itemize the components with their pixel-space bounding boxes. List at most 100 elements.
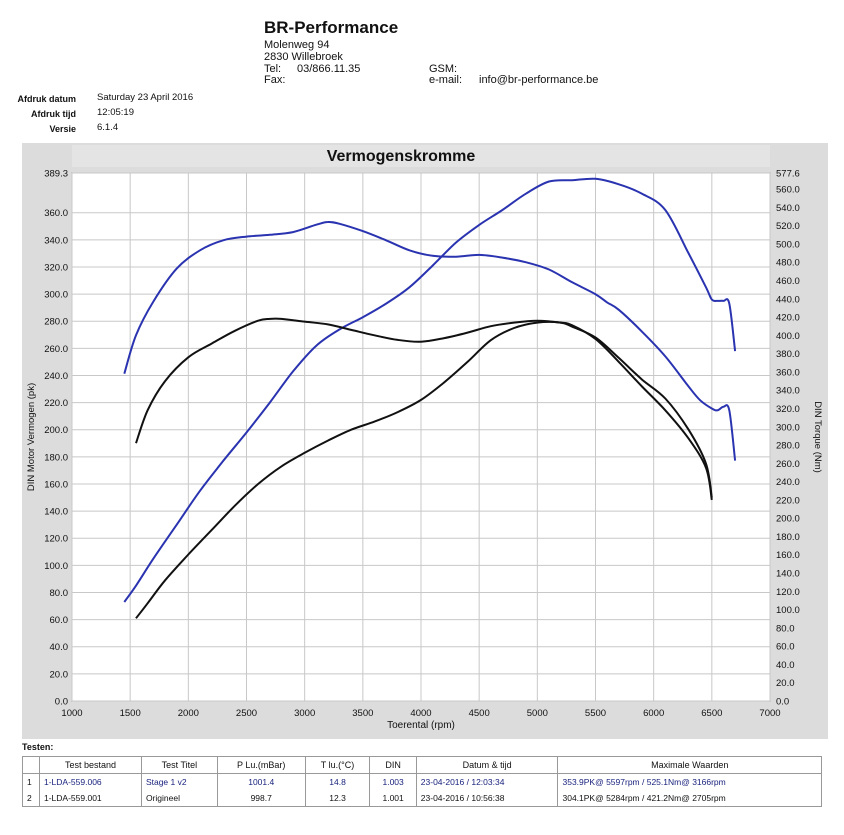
address-city: 2830 Willebroek — [264, 51, 343, 63]
col-max-values: Maximale Waarden — [557, 756, 822, 774]
row-title: Origineel — [141, 790, 218, 807]
series-torque-test-1 — [123, 220, 737, 461]
y2-tick-label: 380.0 — [776, 349, 800, 360]
y-tick-label: 60.0 — [50, 615, 69, 626]
col-temperature: T lu.(°C) — [305, 756, 371, 774]
y2-tick-label: 260.0 — [776, 459, 800, 470]
row-datetime: 23-04-2016 / 12:03:34 — [416, 773, 559, 790]
series-power-test-1 — [123, 177, 737, 603]
x-tick-label: 7000 — [759, 708, 780, 719]
y2-tick-label: 220.0 — [776, 495, 800, 506]
y-tick-label: 280.0 — [44, 317, 68, 328]
y-tick-label: 320.0 — [44, 262, 68, 273]
row-datetime: 23-04-2016 / 10:56:38 — [416, 790, 559, 807]
y2-tick-label: 360.0 — [776, 367, 800, 378]
x-axis-label: Toerental (rpm) — [387, 720, 455, 731]
y2-tick-label: 160.0 — [776, 550, 800, 561]
series-power-test-2 — [135, 321, 713, 619]
y2-tick-label: 20.0 — [776, 678, 795, 689]
y-tick-label: 0.0 — [55, 697, 68, 708]
x-tick-label: 3500 — [352, 708, 373, 719]
y2-tick-label: 300.0 — [776, 422, 800, 433]
y2-tick-label: 100.0 — [776, 605, 800, 616]
x-tick-label: 5000 — [527, 708, 548, 719]
y2-tick-label: 440.0 — [776, 294, 800, 305]
col-datetime: Datum & tijd — [416, 756, 559, 774]
table-row[interactable]: 2 1-LDA-559.001 Origineel 998.7 12.3 1.0… — [22, 790, 822, 807]
address-street: Molenweg 94 — [264, 39, 330, 51]
y2-tick-label: 80.0 — [776, 623, 795, 634]
x-tick-label: 6000 — [643, 708, 664, 719]
x-tick-label: 1000 — [61, 708, 82, 719]
row-temperature: 14.8 — [305, 773, 371, 790]
series-torque-test-2 — [135, 317, 713, 501]
y2-axis-label: DIN Torque (Nm) — [812, 401, 823, 473]
row-din: 1.001 — [369, 790, 417, 807]
y-tick-label: 180.0 — [44, 452, 68, 463]
print-date-value: Saturday 23 April 2016 — [97, 92, 194, 103]
y2-tick-label: 560.0 — [776, 185, 800, 196]
y-tick-label: 340.0 — [44, 235, 68, 246]
y-tick-label: 389.3 — [44, 169, 68, 180]
x-tick-label: 6500 — [701, 708, 722, 719]
y2-tick-label: 460.0 — [776, 276, 800, 287]
version-label: Versie — [49, 124, 76, 134]
y2-tick-label: 340.0 — [776, 386, 800, 397]
row-title: Stage 1 v2 — [141, 773, 218, 790]
x-tick-label: 4500 — [469, 708, 490, 719]
y2-tick-label: 577.6 — [776, 169, 800, 180]
gsm-label: GSM: — [429, 63, 458, 75]
y2-tick-label: 480.0 — [776, 258, 800, 269]
y-tick-label: 200.0 — [44, 425, 68, 436]
y2-tick-label: 140.0 — [776, 569, 800, 580]
y-tick-label: 360.0 — [44, 208, 68, 219]
y-tick-label: 100.0 — [44, 561, 68, 572]
tests-table: Test bestand Test Titel P Lu.(mBar) T lu… — [22, 756, 822, 807]
version-value: 6.1.4 — [97, 122, 119, 133]
y-tick-label: 80.0 — [50, 588, 69, 599]
y2-tick-label: 40.0 — [776, 660, 795, 671]
row-pressure: 1001.4 — [217, 773, 306, 790]
y-tick-label: 40.0 — [50, 642, 69, 653]
fax-label: Fax: — [264, 74, 286, 86]
y2-tick-label: 200.0 — [776, 514, 800, 525]
y2-tick-label: 60.0 — [776, 642, 795, 653]
y-tick-label: 300.0 — [44, 290, 68, 301]
tel-label: Tel: — [264, 63, 282, 75]
y2-tick-label: 240.0 — [776, 477, 800, 488]
row-din: 1.003 — [369, 773, 417, 790]
col-test-title: Test Titel — [141, 756, 218, 774]
tests-header-row: Test bestand Test Titel P Lu.(mBar) T lu… — [22, 756, 822, 774]
y-tick-label: 220.0 — [44, 398, 68, 409]
tests-section-label: Testen: — [22, 742, 54, 752]
y-tick-label: 160.0 — [44, 479, 68, 490]
x-tick-label: 5500 — [585, 708, 606, 719]
row-pressure: 998.7 — [217, 790, 306, 807]
x-tick-label: 2000 — [178, 708, 199, 719]
y2-tick-label: 420.0 — [776, 313, 800, 324]
x-tick-label: 2500 — [236, 708, 257, 719]
title-strip — [72, 145, 770, 167]
row-number: 1 — [22, 773, 40, 790]
y-tick-label: 120.0 — [44, 534, 68, 545]
power-torque-chart: Vermogenskromme 1000 1500 2000 2500 3000 3500 4… — [26, 145, 823, 731]
y2-tick-label: 500.0 — [776, 239, 800, 250]
company-name: BR-Performance — [264, 18, 399, 37]
col-pressure: P Lu.(mBar) — [217, 756, 306, 774]
y2-tick-label: 400.0 — [776, 331, 800, 342]
row-file: 1-LDA-559.006 — [39, 773, 142, 790]
y-tick-label: 240.0 — [44, 371, 68, 382]
y-tick-label: 20.0 — [50, 669, 69, 680]
y2-tick-label: 180.0 — [776, 532, 800, 543]
y2-tick-label: 540.0 — [776, 203, 800, 214]
row-max-values: 353.9PK@ 5597rpm / 525.1Nm@ 3166rpm — [557, 773, 822, 790]
col-test-file: Test bestand — [39, 756, 142, 774]
y2-tick-label: 280.0 — [776, 441, 800, 452]
y-tick-label: 140.0 — [44, 507, 68, 518]
table-row[interactable]: 1 1-LDA-559.006 Stage 1 v2 1001.4 14.8 1… — [22, 773, 822, 790]
chart-title: Vermogenskromme — [327, 148, 476, 165]
row-temperature: 12.3 — [305, 790, 371, 807]
col-din: DIN — [369, 756, 417, 774]
email-label: e-mail: — [429, 74, 463, 86]
row-file: 1-LDA-559.001 — [39, 790, 142, 807]
